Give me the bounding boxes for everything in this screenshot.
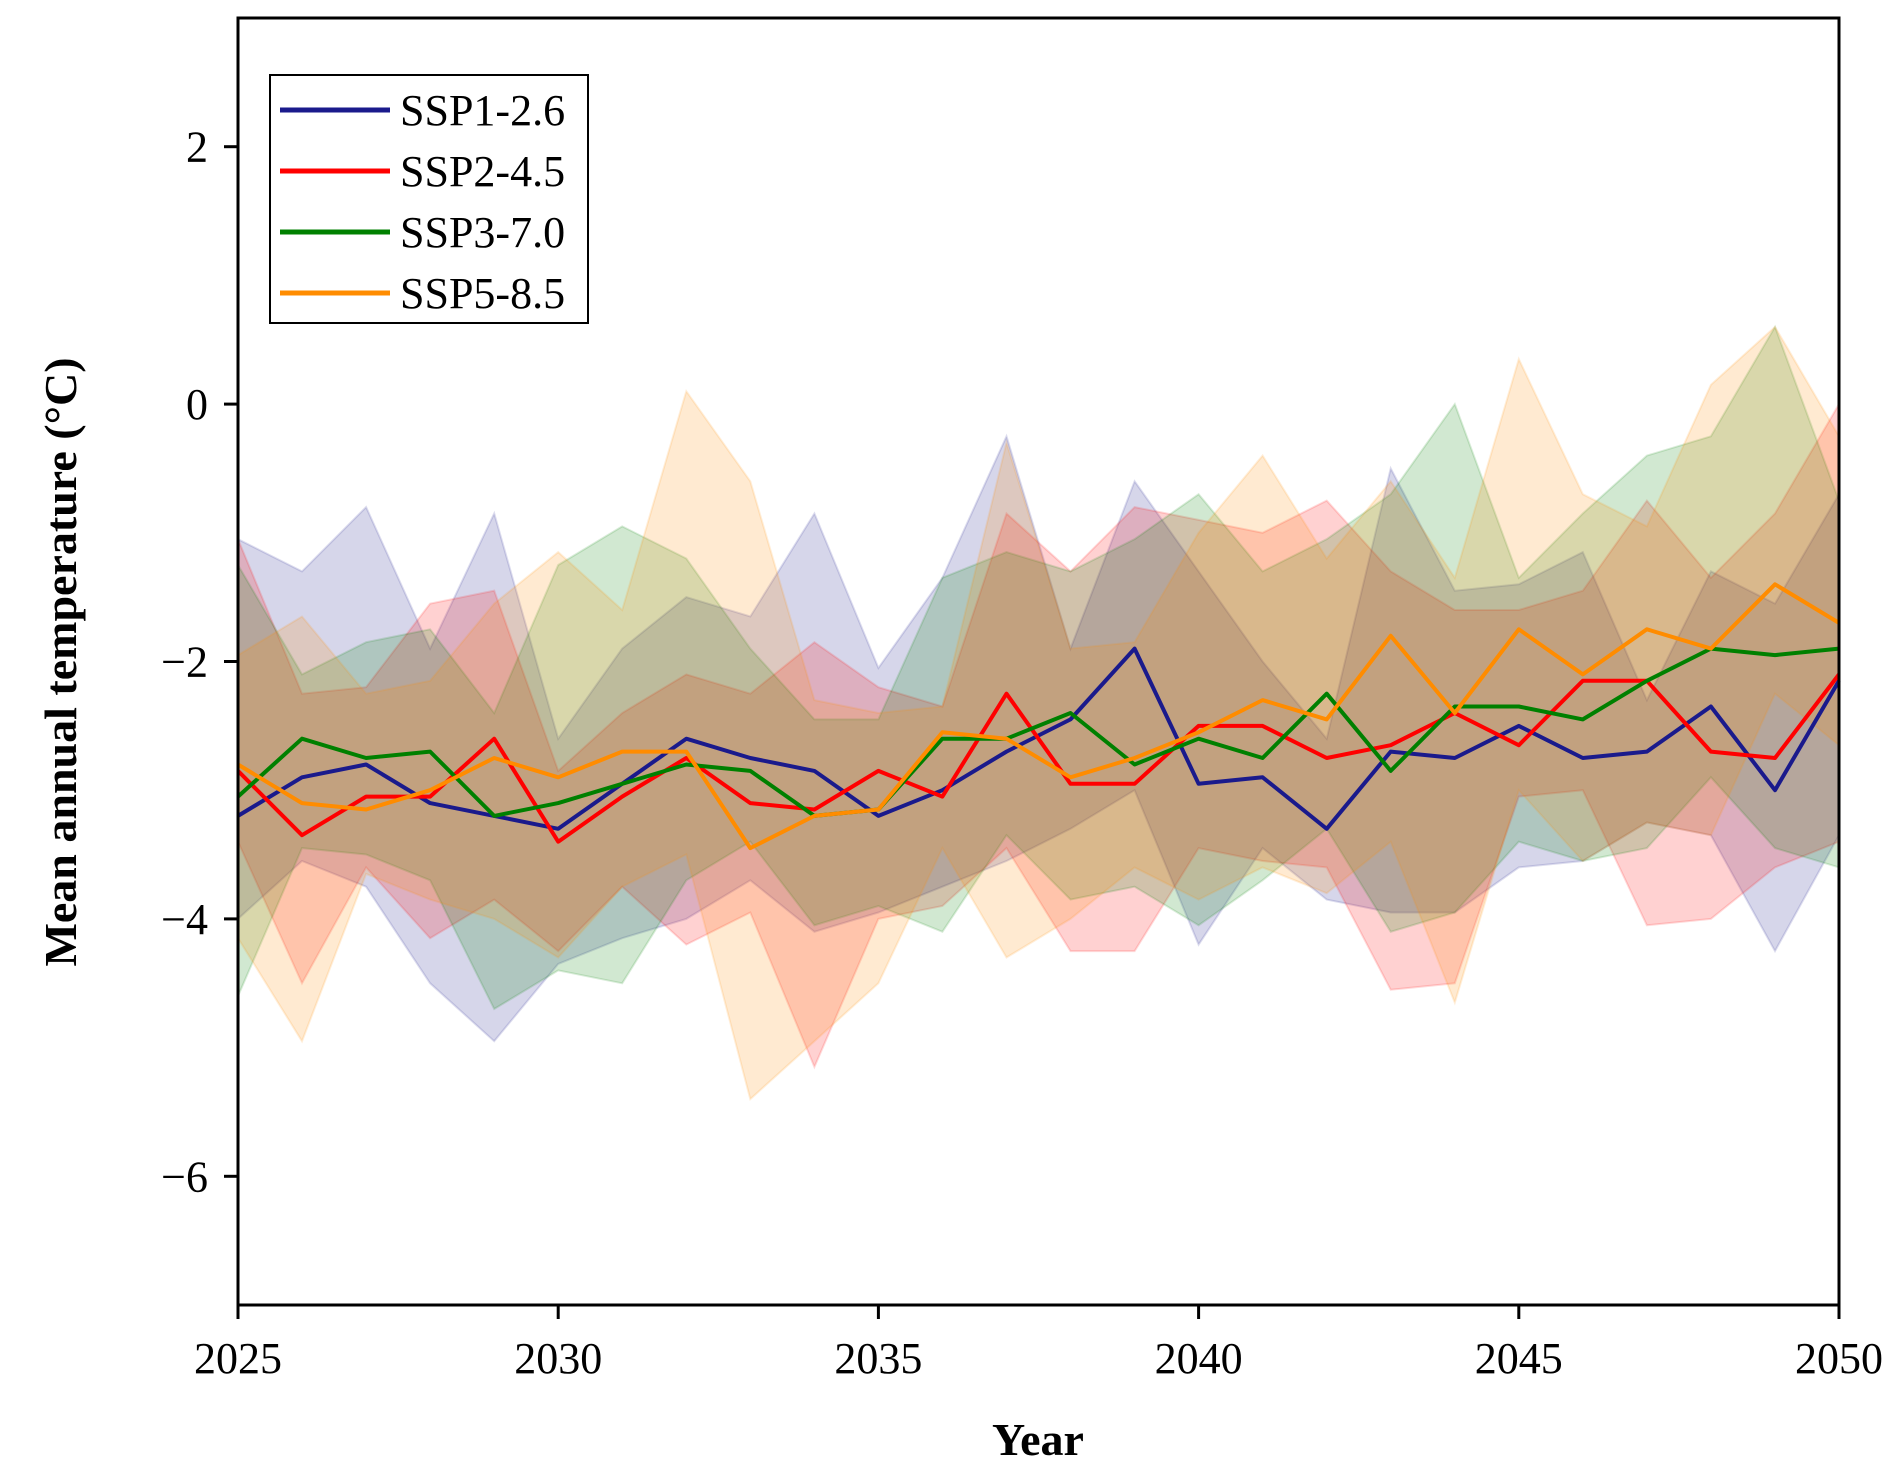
series-line-ssp2-4.5 [236,673,1841,844]
y-tick-label: 2 [186,123,208,172]
x-tick-label: 2035 [834,1334,922,1383]
x-axis: 2025 2030 2035 2040 2045 2050 [194,1305,1883,1383]
y-tick-label: −4 [161,895,208,944]
legend-label-ssp2-4.5: SSP2-4.5 [400,147,565,196]
series-lines [236,582,1841,851]
series-line-ssp5-8.5 [236,582,1841,851]
legend-label-ssp5-8.5: SSP5-8.5 [400,269,565,318]
legend-box [269,74,589,324]
legend-label-ssp3-7.0: SSP3-7.0 [400,208,565,257]
x-tick-label: 2025 [194,1334,282,1383]
x-tick-label: 2040 [1155,1334,1243,1383]
y-tick-label: −6 [161,1152,208,1201]
legend-label-ssp1-2.6: SSP1-2.6 [400,86,565,135]
y-axis: 2 0 −2 −4 −6 [161,123,238,1201]
legend-items: SSP1-2.6 SSP2-4.5 SSP3-7.0 SSP5-8.5 [280,86,565,318]
y-axis-title: Mean annual temperature (°C) [35,357,86,966]
legend: SSP1-2.6 SSP2-4.5 SSP3-7.0 SSP5-8.5 [269,74,589,324]
x-axis-title: Year [992,1414,1084,1465]
x-tick-label: 2030 [514,1334,602,1383]
series-line-ssp3-7.0 [236,646,1840,818]
y-tick-label: 0 [186,380,208,429]
y-tick-label: −2 [161,638,208,687]
x-tick-label: 2045 [1475,1334,1563,1383]
confidence-bands [237,324,1840,1101]
x-tick-label: 2050 [1795,1334,1883,1383]
